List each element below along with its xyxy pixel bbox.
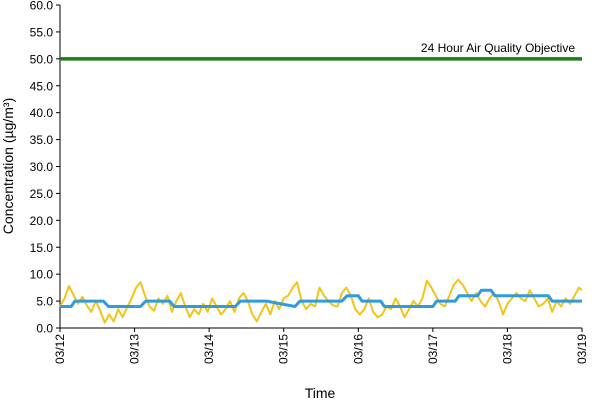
y-tick-label: 60.0 bbox=[30, 0, 54, 13]
x-tick-label: 03/18 bbox=[500, 334, 514, 364]
y-tick-label: 25.0 bbox=[30, 187, 54, 201]
x-tick-label: 03/13 bbox=[128, 334, 142, 364]
x-axis: 03/12 03/13 03/14 03/15 03/16 03/17 03/18 03/19 bbox=[53, 327, 589, 364]
objective-label: 24 Hour Air Quality Objective bbox=[421, 41, 575, 55]
y-tick-label: 35.0 bbox=[30, 133, 54, 147]
y-tick-label: 40.0 bbox=[30, 106, 54, 120]
y-tick-label: 45.0 bbox=[30, 79, 54, 93]
y-axis: 0.0 5.0 10.0 15.0 20.0 25.0 30.0 35.0 40.0 45.0 50… bbox=[30, 0, 61, 336]
x-axis-label: Time bbox=[305, 385, 336, 400]
y-tick-label: 15.0 bbox=[30, 241, 54, 255]
x-tick-label: 03/15 bbox=[277, 334, 291, 364]
series-group bbox=[59, 278, 583, 324]
y-tick-label: 10.0 bbox=[30, 268, 54, 282]
x-tick-label: 03/16 bbox=[351, 334, 365, 364]
x-tick-label: 03/17 bbox=[426, 334, 440, 364]
series-line-2 bbox=[60, 288, 582, 308]
y-tick-label: 30.0 bbox=[30, 160, 54, 174]
x-tick-label: 03/19 bbox=[575, 334, 589, 364]
y-tick-label: 55.0 bbox=[30, 25, 54, 39]
y-tick-label: 5.0 bbox=[36, 295, 53, 309]
y-tick-label: 0.0 bbox=[36, 322, 53, 336]
y-tick-label: 20.0 bbox=[30, 214, 54, 228]
y-axis-label: Concentration (µg/m³) bbox=[0, 98, 16, 234]
x-tick-label: 03/12 bbox=[53, 334, 67, 364]
y-tick-label: 50.0 bbox=[30, 52, 54, 66]
x-tick-label: 03/14 bbox=[202, 334, 216, 364]
